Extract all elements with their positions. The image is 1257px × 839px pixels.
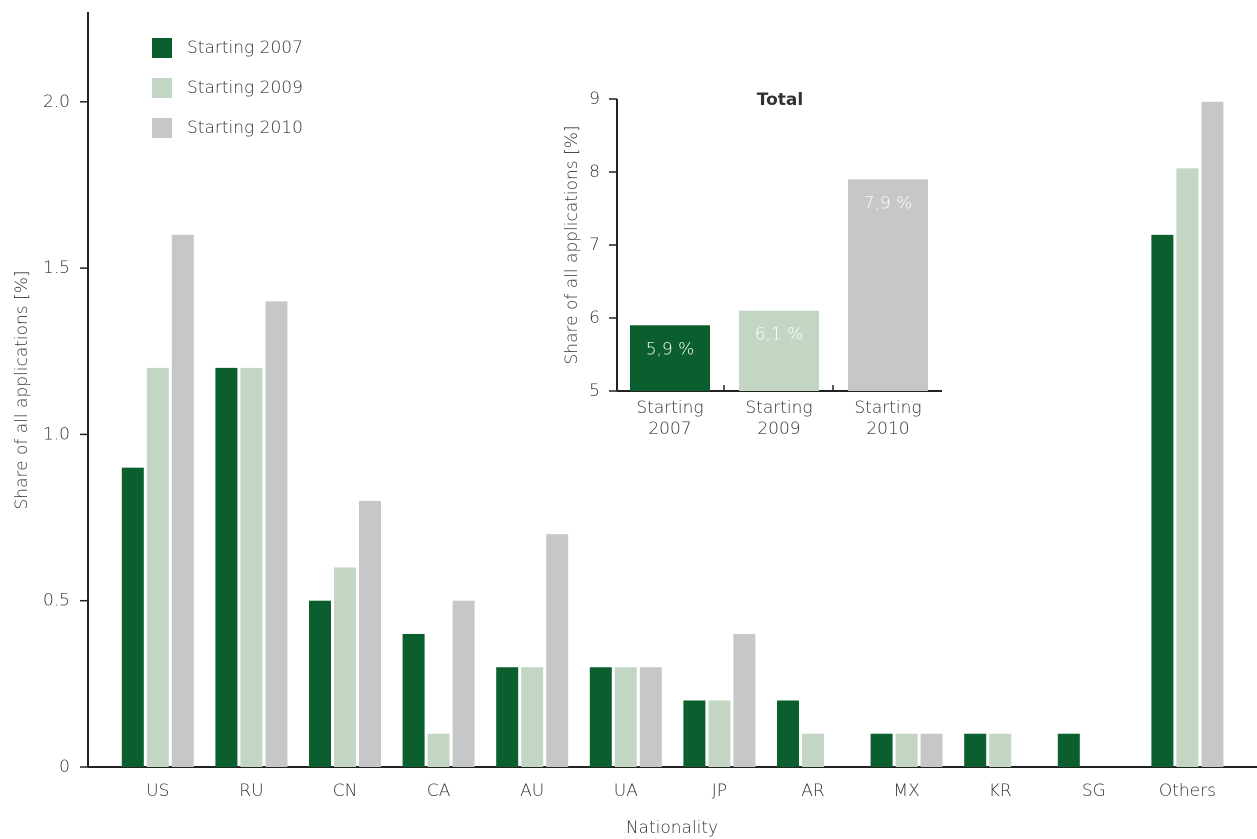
y-tick-label: 0 <box>59 757 70 777</box>
bar <box>1057 733 1080 767</box>
x-tick-label: AU <box>520 781 544 801</box>
bar <box>614 667 637 767</box>
bar <box>1201 101 1224 768</box>
y-tick-label: 2.0 <box>43 92 70 112</box>
x-axis-title: Nationality <box>626 818 718 838</box>
x-tick-label: CN <box>333 781 358 801</box>
bar <box>334 567 356 767</box>
y-tick-label: 1.0 <box>43 424 70 444</box>
bar <box>989 733 1012 767</box>
x-tick-label: UA <box>614 781 638 801</box>
y-tick-label: 1.5 <box>43 258 70 278</box>
bar <box>240 367 263 767</box>
bar <box>452 600 475 767</box>
bar <box>496 667 519 767</box>
legend-swatch <box>152 118 172 138</box>
x-tick-label: US <box>146 781 169 801</box>
inset-y-tick-label: 5 <box>589 381 600 401</box>
inset-title: Total <box>757 90 803 110</box>
inset-value-label: 5,9 % <box>646 339 695 359</box>
legend-label: Starting 2007 <box>187 38 303 58</box>
y-axis-title: Share of all applications [%] <box>12 271 32 510</box>
bar <box>215 367 238 767</box>
bar <box>683 700 706 767</box>
inset-y-tick-label: 9 <box>589 89 600 109</box>
x-tick-label: JP <box>712 781 727 801</box>
bar <box>639 667 662 767</box>
bar <box>708 700 731 767</box>
bar <box>1176 168 1199 767</box>
legend-label: Starting 2009 <box>187 78 303 98</box>
bar <box>920 733 943 767</box>
inset-y-tick-label: 6 <box>589 308 600 328</box>
bar <box>171 234 194 767</box>
x-tick-label: Others <box>1159 781 1216 801</box>
legend-label: Starting 2010 <box>187 118 303 138</box>
bar <box>777 700 799 767</box>
inset-y-tick-label: 8 <box>589 162 600 182</box>
bar <box>427 733 450 767</box>
bar <box>121 467 144 767</box>
y-tick-label: 0.5 <box>43 591 70 611</box>
bar <box>802 733 824 767</box>
inset-bar <box>739 310 819 391</box>
inset-x-tick-label: Starting 2010 <box>854 398 922 439</box>
legend-swatch <box>152 78 172 98</box>
x-tick-label: AR <box>801 781 824 801</box>
inset-x-tick-label: Starting 2007 <box>636 398 704 439</box>
inset-y-tick-label: 7 <box>589 235 600 255</box>
legend-swatch <box>152 38 172 58</box>
inset-value-label: 6,1 % <box>755 325 804 345</box>
x-tick-label: MX <box>893 781 919 801</box>
bar <box>964 733 987 767</box>
inset-bar <box>848 179 928 391</box>
bar <box>146 367 169 767</box>
inset-value-label: 7,9 % <box>864 193 913 213</box>
bar <box>1151 234 1174 767</box>
bar <box>870 733 893 767</box>
x-tick-label: SG <box>1082 781 1106 801</box>
bar <box>895 733 918 767</box>
bar <box>402 633 425 767</box>
bar <box>265 301 288 767</box>
inset-bar <box>630 325 710 391</box>
bar <box>589 667 612 767</box>
bar <box>733 633 756 767</box>
x-tick-label: CA <box>427 781 451 801</box>
inset-y-axis-title: Share of all applications [%] <box>562 126 582 365</box>
x-tick-label: RU <box>239 781 263 801</box>
inset-x-tick-label: Starting 2009 <box>745 398 813 439</box>
bar <box>521 667 544 767</box>
bar <box>309 600 331 767</box>
bar <box>546 534 569 767</box>
x-tick-label: KR <box>989 781 1012 801</box>
bar <box>359 500 381 767</box>
